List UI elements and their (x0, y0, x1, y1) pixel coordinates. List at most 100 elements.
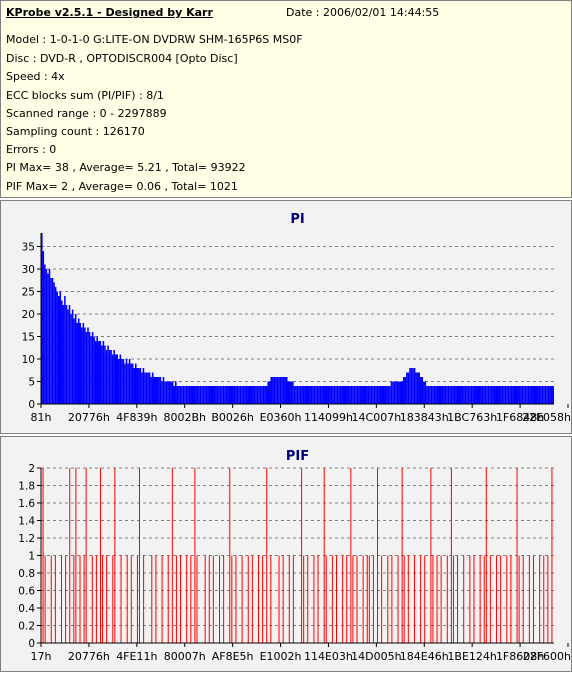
pi-bar (191, 386, 194, 404)
pi-bar (396, 381, 399, 404)
pi-bar (503, 386, 505, 404)
pi-bar (446, 386, 448, 404)
pi-bar (128, 359, 131, 404)
pi-bar (372, 386, 374, 404)
pi-bar (349, 386, 351, 404)
pi-bar (366, 386, 368, 404)
pi-bar (336, 386, 339, 404)
pi-bar (305, 386, 308, 404)
pi-bar (415, 372, 417, 404)
pi-bar (218, 386, 220, 404)
pi-bar (407, 372, 410, 404)
pi-bar (483, 386, 485, 404)
pi-bar (198, 386, 200, 404)
pi-bar (151, 372, 154, 404)
pi-bar (73, 318, 75, 404)
pi-bar (493, 386, 496, 404)
x-tick-label: 1F8608h (496, 650, 544, 663)
pi-bar (201, 386, 203, 404)
y-tick-label: 1.2 (18, 533, 35, 545)
pi-bar (42, 251, 45, 404)
pi-bar (284, 377, 286, 404)
pi-bar (202, 386, 205, 404)
pi-bar (427, 386, 430, 404)
pi-bar (452, 386, 454, 404)
pi-bar (458, 386, 461, 404)
x-tick-label: 184E46h (400, 650, 449, 663)
pi-bar (162, 377, 165, 404)
pi-bar (85, 332, 88, 404)
pi-bar (332, 386, 334, 404)
pi-bar (178, 386, 180, 404)
pi-bar (54, 287, 57, 404)
pi-bar (193, 386, 196, 404)
pi-bar (179, 386, 182, 404)
pi-bar (369, 386, 371, 404)
pi-bar (79, 323, 82, 404)
speed-line: Speed : 4x (6, 70, 65, 83)
y-tick-label: 0 (28, 638, 35, 650)
pi-bar (262, 386, 265, 404)
pi-bar (122, 359, 125, 404)
pi-bar (138, 368, 140, 404)
pi-bar (487, 386, 490, 404)
pi-bar (480, 386, 482, 404)
y-tick-label: 1.4 (18, 516, 35, 528)
x-tick-label: 114E03h (304, 650, 353, 663)
pi-bar (255, 386, 257, 404)
pi-bar (62, 305, 65, 404)
x-tick-label: 20776h (68, 411, 110, 424)
pi-bar (165, 381, 168, 404)
pi-bar (498, 386, 501, 404)
pi-bar (94, 341, 97, 404)
pi-bar (298, 386, 300, 404)
pi-bar (310, 386, 313, 404)
pi-bar (238, 386, 240, 404)
pi-bar (547, 386, 550, 404)
pi-bar (330, 386, 333, 404)
pi-bar (381, 386, 383, 404)
y-tick-label: 25 (22, 287, 35, 299)
pi-bar (170, 381, 172, 404)
pi-bar (99, 341, 102, 404)
pi-bar (517, 386, 519, 404)
pi-bar (518, 386, 521, 404)
pi-bar (364, 386, 367, 404)
pi-bar (290, 381, 293, 404)
pi-bar (84, 327, 86, 404)
pi-bar (355, 386, 357, 404)
y-tick-label: 30 (22, 264, 35, 276)
pi-bar (538, 386, 541, 404)
pi-bar (225, 386, 228, 404)
pi-bar (124, 363, 126, 404)
pi-bar (322, 386, 325, 404)
pi-bar (540, 386, 542, 404)
pi-bar (236, 386, 239, 404)
pi-bar (131, 363, 134, 404)
pi-bar (119, 354, 122, 404)
pi-bar (341, 386, 343, 404)
pi-bar (510, 386, 513, 404)
pi-bar (389, 386, 391, 404)
pi-bar (387, 386, 390, 404)
pi-bar (552, 386, 554, 404)
y-tick-label: 2 (28, 463, 35, 475)
pi-bar (495, 386, 497, 404)
pi-bar (507, 386, 510, 404)
pi-bar (461, 386, 464, 404)
pi-bar (489, 386, 491, 404)
pi-bar (447, 386, 450, 404)
pi-bar (544, 386, 547, 404)
pi-bar (444, 386, 447, 404)
pi-bar (406, 372, 408, 404)
pi-bar (213, 386, 216, 404)
pi-bar (187, 386, 189, 404)
pi-bar (256, 386, 259, 404)
pi-bar (410, 368, 413, 404)
pi-bar (156, 377, 159, 404)
pi-bar (287, 381, 290, 404)
pi-bar (145, 372, 148, 404)
chart-title: PI (290, 212, 304, 227)
pi-bar (228, 386, 231, 404)
pi-bar (142, 368, 145, 404)
